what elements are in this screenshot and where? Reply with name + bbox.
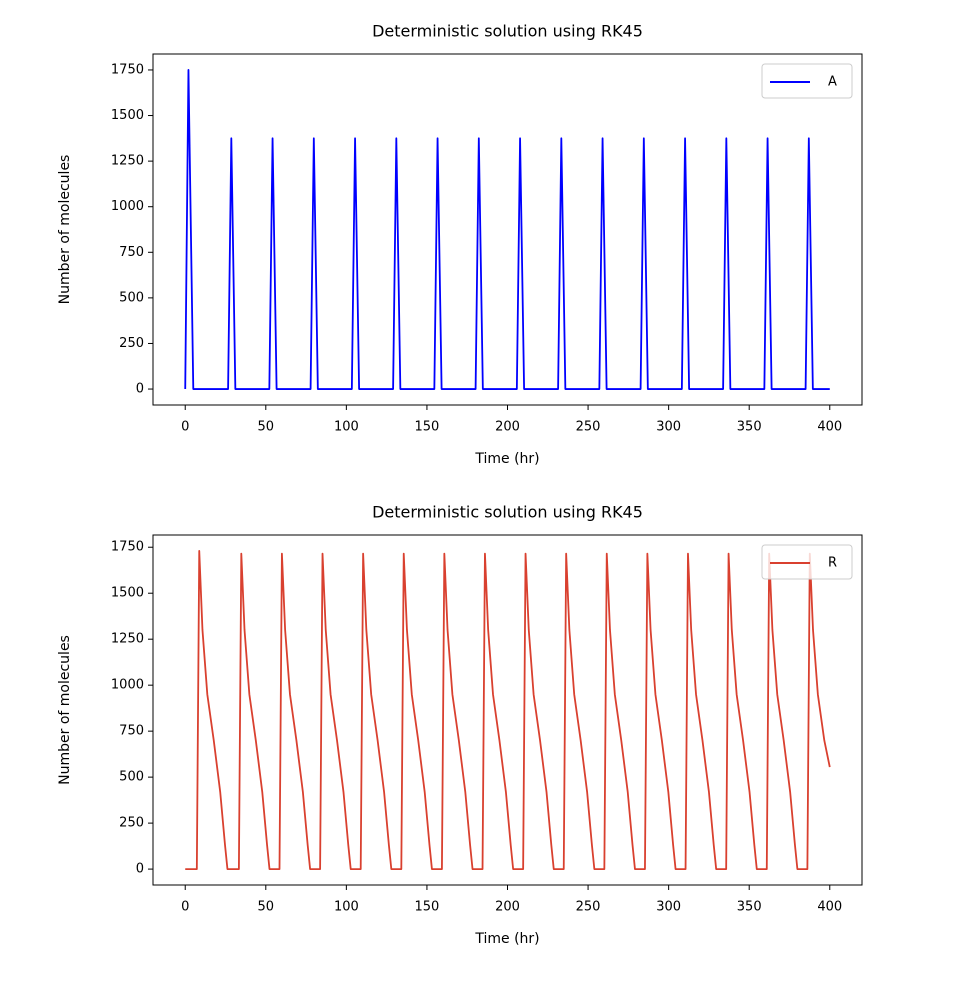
axes-frame	[152, 53, 863, 406]
y-tick-label: 500	[119, 290, 144, 305]
data-line	[184, 69, 830, 390]
x-tick-label: 50	[258, 420, 275, 435]
y-tick-label: 1500	[111, 586, 144, 601]
x-axis-label: Time (hr)	[474, 451, 539, 467]
chart-title: Deterministic solution using RK45	[372, 22, 643, 41]
y-tick-label: 250	[119, 816, 144, 831]
y-tick-label: 750	[119, 245, 144, 260]
legend-label: R	[828, 556, 837, 571]
x-tick-label: 150	[415, 420, 440, 435]
y-tick-label: 750	[119, 724, 144, 739]
x-tick-label: 400	[817, 420, 842, 435]
y-axis-label: Number of molecules	[57, 155, 73, 305]
y-tick-label: 1250	[111, 632, 144, 647]
y-tick-label: 250	[119, 336, 144, 351]
y-axis-label: Number of molecules	[57, 635, 73, 785]
x-tick-label: 50	[258, 900, 275, 915]
x-tick-label: 350	[737, 420, 762, 435]
x-tick-label: 0	[181, 900, 189, 915]
x-tick-label: 200	[495, 900, 520, 915]
y-tick-label: 0	[136, 382, 144, 397]
x-tick-label: 100	[334, 900, 359, 915]
chart-title: Deterministic solution using RK45	[372, 503, 643, 522]
legend-label: A	[828, 75, 837, 90]
x-tick-label: 0	[181, 420, 189, 435]
x-tick-label: 350	[737, 900, 762, 915]
y-tick-label: 1000	[111, 678, 144, 693]
x-tick-label: 150	[415, 900, 440, 915]
y-tick-label: 0	[136, 862, 144, 877]
axes-frame	[152, 534, 863, 886]
data-line	[185, 550, 831, 870]
y-tick-label: 1000	[111, 199, 144, 214]
y-tick-label: 500	[119, 770, 144, 785]
x-tick-label: 250	[576, 420, 601, 435]
y-tick-label: 1250	[111, 154, 144, 169]
x-tick-label: 200	[495, 420, 520, 435]
x-tick-label: 400	[817, 900, 842, 915]
x-tick-label: 300	[656, 900, 681, 915]
x-tick-label: 300	[656, 420, 681, 435]
y-tick-label: 1750	[111, 540, 144, 555]
x-tick-label: 100	[334, 420, 359, 435]
x-axis-label: Time (hr)	[474, 931, 539, 947]
y-tick-label: 1500	[111, 108, 144, 123]
y-tick-label: 1750	[111, 62, 144, 77]
x-tick-label: 250	[576, 900, 601, 915]
